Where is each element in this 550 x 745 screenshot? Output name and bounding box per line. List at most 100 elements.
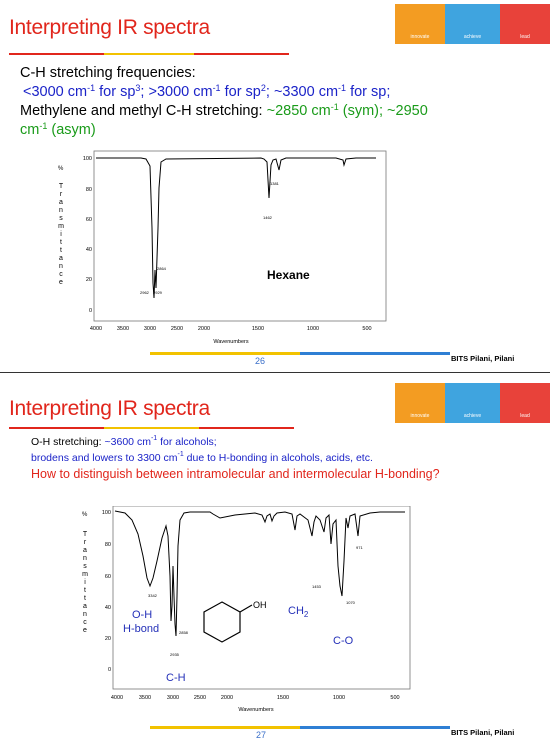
x-tick: 3000 xyxy=(167,695,179,701)
logo-banner: innovate achieve lead xyxy=(395,383,550,423)
svg-text:n: n xyxy=(59,263,63,270)
annotation-ch: C-H xyxy=(166,672,186,684)
svg-text:e: e xyxy=(59,279,63,286)
x-tick: 2500 xyxy=(194,695,206,701)
y-tick: 60 xyxy=(105,574,111,580)
title-underline xyxy=(9,427,294,429)
x-tick: 500 xyxy=(362,326,371,332)
y-tick: 40 xyxy=(105,605,111,611)
peak-label: 1070 xyxy=(346,600,356,605)
svg-text:i: i xyxy=(60,231,62,238)
logo-label: achieve xyxy=(463,34,482,40)
text-line-asym: cm-1 (asym) xyxy=(20,121,96,139)
text-line-sp: <3000 cm-1 for sp3; >3000 cm-1 for sp2; … xyxy=(23,83,391,101)
x-tick: 2000 xyxy=(221,695,233,701)
svg-text:i: i xyxy=(84,579,86,586)
y-tick: 100 xyxy=(83,156,92,162)
band-annotations: O-H H-bond C-H CH2 C-O xyxy=(123,605,354,684)
x-tick: 3000 xyxy=(144,326,156,332)
slide-title: Interpreting IR spectra xyxy=(9,16,210,39)
logo-label: lead xyxy=(520,34,530,40)
x-axis-label: Wavenumbers xyxy=(238,707,274,713)
page-number: 27 xyxy=(256,730,267,740)
logo-banner: innovate achieve lead xyxy=(395,4,550,44)
y-tick: 60 xyxy=(86,217,92,223)
title-underline xyxy=(9,53,289,55)
footer-bar xyxy=(150,726,450,729)
svg-text:n: n xyxy=(83,555,87,562)
svg-text:c: c xyxy=(59,271,63,278)
text-line-oh: O-H stretching: ~3600 cm-1 for alcohols; xyxy=(31,435,217,448)
peak-label: 1453 xyxy=(312,584,322,589)
svg-text:a: a xyxy=(83,547,87,554)
page-number: 26 xyxy=(255,356,266,366)
x-tick: 500 xyxy=(390,695,399,701)
y-tick: 40 xyxy=(86,247,92,253)
logo-label: innovate xyxy=(410,34,430,40)
svg-text:m: m xyxy=(82,571,88,578)
svg-text:T: T xyxy=(83,531,88,538)
text-line-methylene: Methylene and methyl C-H stretching: ~28… xyxy=(20,102,428,120)
logo-label: lead xyxy=(520,413,530,419)
peak-label: 971 xyxy=(356,545,363,550)
peak-label: 2935 xyxy=(170,652,180,657)
footer-text: BITS Pilani, Pilani xyxy=(451,728,515,737)
annotation-hbond: H-bond xyxy=(123,623,159,635)
svg-text:c: c xyxy=(83,619,87,626)
svg-text:t: t xyxy=(60,239,62,246)
compound-label: Hexane xyxy=(267,268,310,282)
slide-2: Interpreting IR spectra innovate achieve… xyxy=(0,373,550,745)
peak-label: 2858 xyxy=(179,630,189,635)
peak-label: 2929 xyxy=(153,290,163,295)
x-tick: 4000 xyxy=(111,695,123,701)
annotation-oh: O-H xyxy=(132,609,152,621)
x-tick: 4000 xyxy=(90,326,102,332)
y-ticks: 100 80 60 40 20 0 xyxy=(83,156,92,314)
x-tick: 1500 xyxy=(252,326,264,332)
svg-text:e: e xyxy=(83,627,87,634)
spectrum-trace xyxy=(96,157,376,299)
x-tick: 1500 xyxy=(277,695,289,701)
peak-label: 2864 xyxy=(157,266,167,271)
text-line-hbond: brodens and lowers to 3300 cm-1 due to H… xyxy=(31,451,373,464)
x-ticks: 4000 3500 3000 2500 2000 1500 1000 500 xyxy=(111,695,400,701)
peak-label: 2962 xyxy=(140,290,150,295)
peak-label: 1381 xyxy=(270,181,280,186)
annotation-co: C-O xyxy=(333,635,354,647)
y-ticks: 100 80 60 40 20 0 xyxy=(102,510,111,673)
x-tick: 3500 xyxy=(117,326,129,332)
x-tick: 3500 xyxy=(139,695,151,701)
svg-text:r: r xyxy=(60,191,63,198)
slide-title: Interpreting IR spectra xyxy=(9,397,210,420)
peak-label: 1462 xyxy=(263,215,273,220)
text-line-question: How to distinguish between intramolecula… xyxy=(31,467,440,481)
svg-text:n: n xyxy=(83,611,87,618)
logo-label: innovate xyxy=(410,413,430,419)
spectrum-trace xyxy=(114,510,405,637)
cyclohexanol-structure: OH xyxy=(203,600,267,643)
svg-text:a: a xyxy=(59,255,63,262)
oh-label: OH xyxy=(253,600,267,610)
x-tick: 1000 xyxy=(307,326,319,332)
svg-text:t: t xyxy=(84,595,86,602)
svg-text:t: t xyxy=(60,247,62,254)
x-tick: 1000 xyxy=(333,695,345,701)
svg-text:t: t xyxy=(84,587,86,594)
svg-text:s: s xyxy=(83,563,87,570)
text-block: O-H stretching: ~3600 cm-1 for alcohols;… xyxy=(31,434,541,482)
x-ticks: 4000 3500 3000 2500 2000 1500 1000 500 xyxy=(90,326,372,332)
svg-text:n: n xyxy=(59,207,63,214)
svg-text:s: s xyxy=(59,215,63,222)
svg-text:T: T xyxy=(59,183,64,190)
peak-label: 3342 xyxy=(148,593,158,598)
y-unit: % xyxy=(58,166,64,172)
y-tick: 20 xyxy=(86,277,92,283)
slide-1: Interpreting IR spectra innovate achieve… xyxy=(0,0,550,372)
svg-text:a: a xyxy=(83,603,87,610)
annotation-ch2: CH2 xyxy=(288,605,309,619)
peak-labels: 2864 2962 2929 1462 1381 xyxy=(140,181,280,295)
